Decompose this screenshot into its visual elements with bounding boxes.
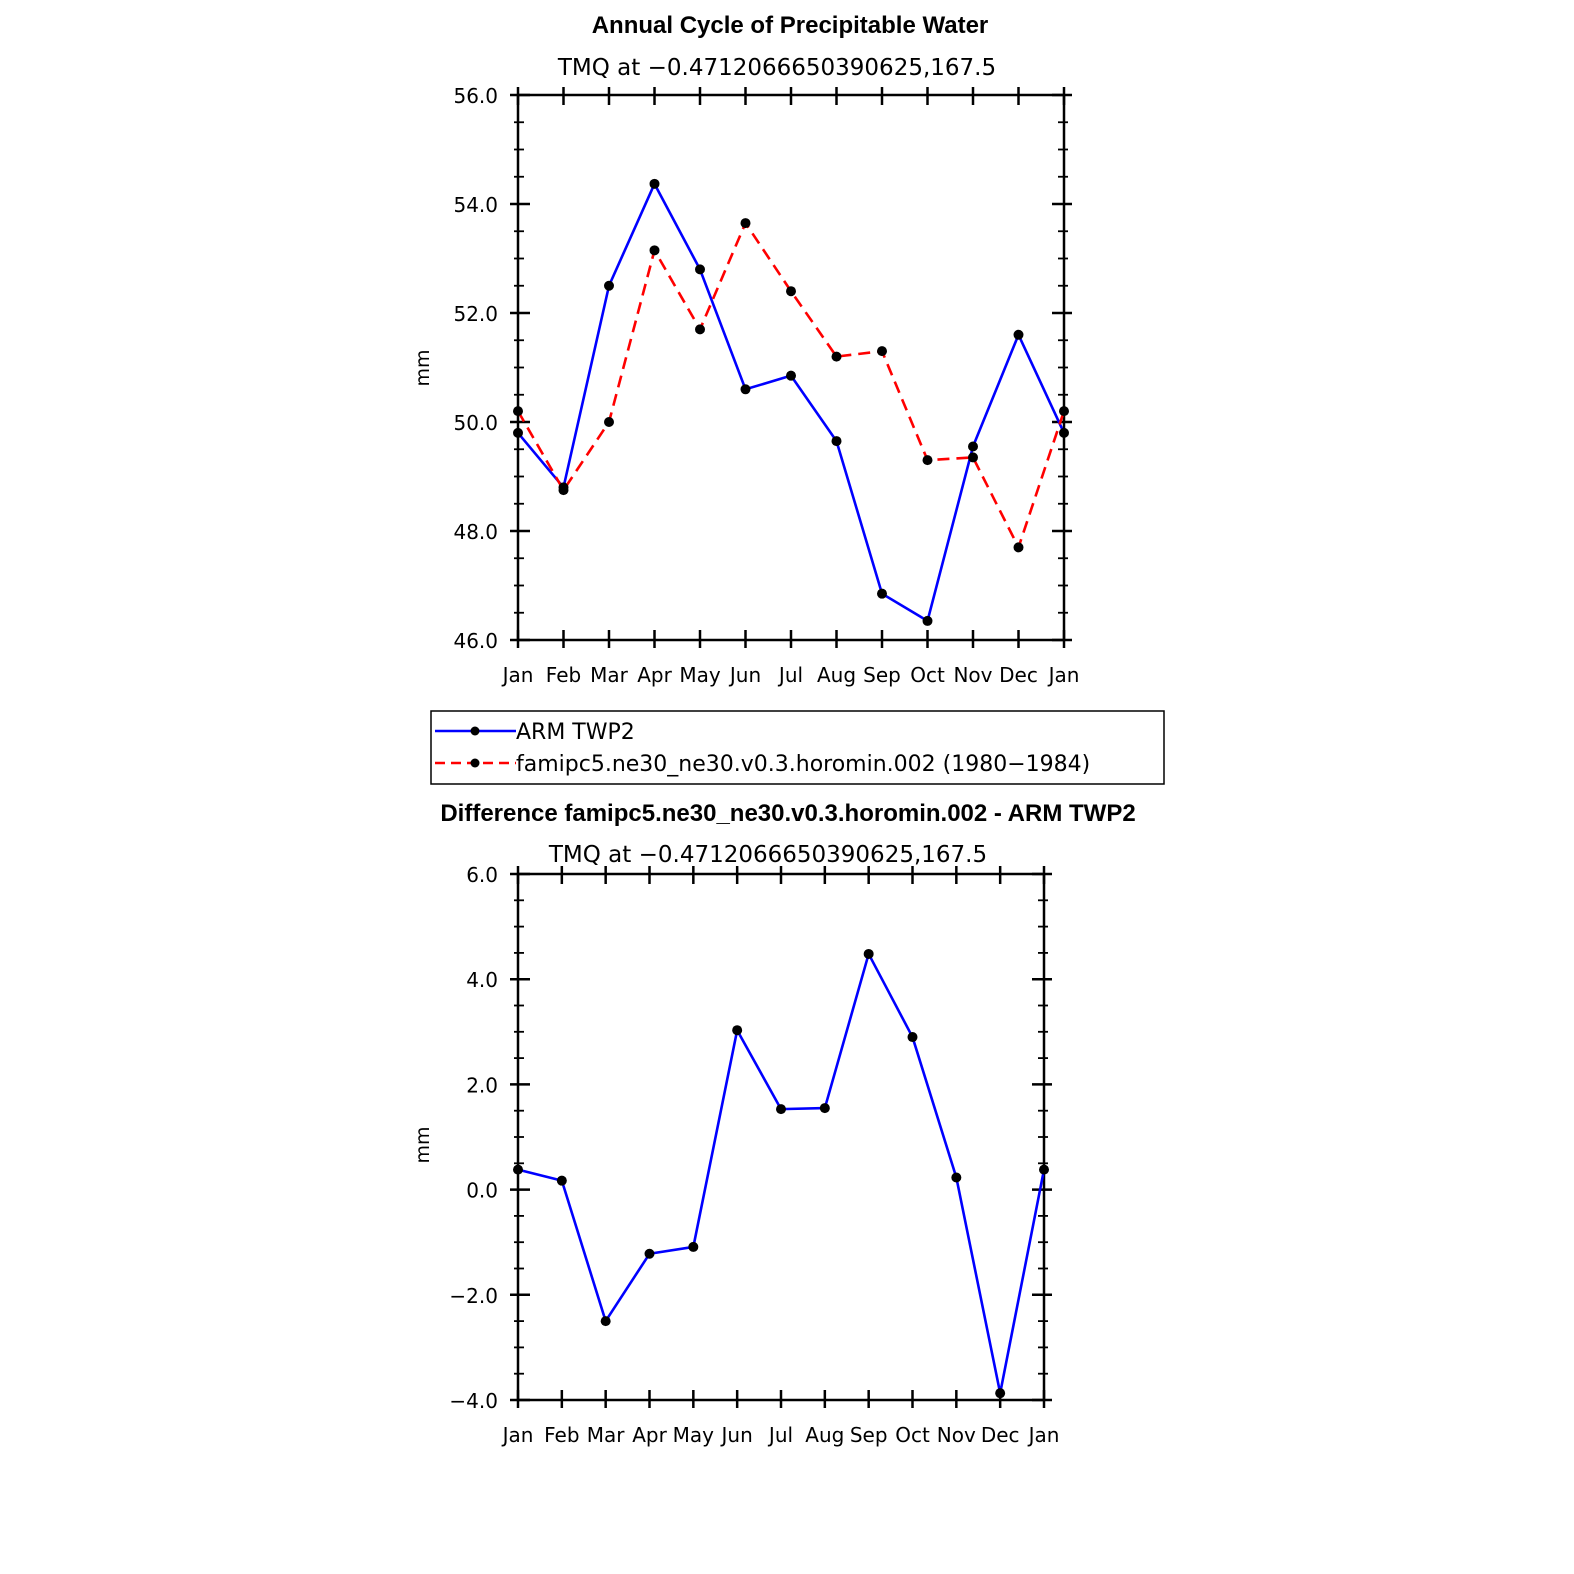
top-chart-xtick-label: Sep	[863, 663, 901, 687]
top-chart-series-0-point	[604, 280, 614, 291]
top-chart-series-0-point	[513, 427, 523, 438]
top-chart-series-0-point	[695, 264, 705, 275]
bottom-chart-series-0-point	[907, 1032, 918, 1043]
bottom-chart-frame	[516, 872, 1046, 1402]
bottom-chart-series-0-point	[732, 1025, 743, 1036]
bottom-chart-ytick-label: 2.0	[466, 1073, 498, 1097]
bottom-chart-xtick-label: Dec	[981, 1423, 1020, 1447]
top-chart-series-1-point	[695, 324, 705, 335]
top-chart-subtitle: TMQ at −0.4712066650390625,167.5	[557, 55, 996, 81]
top-chart-series-1-point	[877, 346, 887, 357]
bottom-chart-series-0-point	[1039, 1164, 1049, 1175]
top-chart-xtick-label: Feb	[546, 663, 581, 687]
top-chart-series-1-point	[922, 455, 933, 466]
top-chart-series-1-point	[968, 452, 978, 463]
top-chart-xtick-label: May	[679, 663, 721, 687]
top-chart-series-1-point	[558, 485, 569, 496]
top-chart-series-0-point	[968, 441, 978, 452]
top-chart-ytick-label: 48.0	[453, 520, 498, 544]
bottom-chart-series-0-point	[556, 1175, 567, 1186]
top-chart-xtick-label: Mar	[590, 663, 629, 687]
bottom-chart-title: Difference famipc5.ne30_ne30.v0.3.horomi…	[440, 800, 1135, 827]
bottom-chart-ylabel: mm	[412, 1126, 434, 1163]
bottom-chart-xtick-label: Aug	[805, 1423, 844, 1447]
bottom-chart-xtick-label: Sep	[850, 1423, 888, 1447]
top-chart-series-0-point	[786, 370, 796, 381]
top-chart-series-0-point	[1059, 427, 1069, 438]
top-chart-ytick-label: 56.0	[453, 84, 498, 108]
top-chart-ytick-label: 46.0	[453, 629, 498, 653]
bottom-chart-series-0-point	[995, 1388, 1006, 1399]
legend-label-arm: ARM TWP2	[516, 720, 635, 745]
top-chart-series-line-1	[516, 221, 1066, 549]
bottom-chart-series-0-point	[863, 948, 874, 959]
top-chart-xtick-label: Jan	[501, 663, 534, 687]
bottom-chart-series-0-point	[688, 1241, 699, 1252]
bottom-chart-axes: Jan Feb Mar Apr May Jun Jul Aug Sep Oct Nov Dec Jan−…	[449, 863, 1059, 1447]
top-chart-series-1-point	[786, 286, 796, 297]
bottom-chart-series-0-point	[513, 1164, 523, 1175]
top-chart-title: Annual Cycle of Precipitable Water	[592, 12, 989, 39]
top-chart-xtick-label: Apr	[637, 663, 672, 687]
bottom-chart-xtick-label: Feb	[544, 1423, 579, 1447]
top-chart-series-0-point	[740, 384, 751, 395]
top-chart-series-0-point	[877, 588, 887, 599]
top-chart-xtick-label: Dec	[999, 663, 1038, 687]
bottom-chart-subtitle: TMQ at −0.4712066650390625,167.5	[548, 842, 987, 868]
top-chart-series-1-point	[1059, 406, 1069, 417]
legend-label-model: famipc5.ne30_ne30.v0.3.horomin.002 (1980…	[516, 752, 1090, 777]
top-chart-ytick-label: 50.0	[453, 411, 498, 435]
bottom-chart-xtick-label: Apr	[632, 1423, 667, 1447]
bottom-chart-series-line-0	[517, 952, 1046, 1395]
legend-marker-arm	[470, 726, 480, 736]
bottom-chart-xtick-label: May	[673, 1423, 715, 1447]
bottom-chart-xtick-label: Jul	[767, 1423, 793, 1447]
top-chart-axes: Jan Feb Mar Apr May Jun Jul Aug Sep Oct Nov Dec Jan4…	[453, 84, 1079, 687]
top-chart-series-1-point	[740, 218, 751, 229]
top-chart-series-1-point	[1013, 542, 1024, 553]
top-chart-xtick-label: Aug	[817, 663, 856, 687]
bottom-chart-plot	[513, 948, 1049, 1399]
bottom-chart-xtick-label: Jan	[1027, 1423, 1060, 1447]
top-chart-frame	[516, 93, 1066, 642]
bottom-chart-ytick-label: 6.0	[466, 863, 498, 887]
bottom-chart-xtick-label: Jun	[720, 1423, 753, 1447]
legend-marker-model	[470, 758, 480, 768]
bottom-chart-xtick-label: Nov	[937, 1423, 976, 1447]
bottom-chart-series-0-point	[776, 1104, 786, 1115]
bottom-chart-xtick-label: Mar	[587, 1423, 626, 1447]
top-chart-xtick-label: Nov	[953, 663, 992, 687]
top-chart-series-0-point	[649, 178, 660, 189]
bottom-chart-xtick-label: Oct	[895, 1423, 930, 1447]
bottom-chart-ytick-label: 0.0	[466, 1179, 498, 1203]
top-chart-series-0-point	[831, 436, 842, 447]
top-chart-series-0-point	[922, 615, 933, 626]
bottom-chart-series-0-point	[819, 1103, 830, 1114]
top-chart-series-1-point	[513, 406, 523, 417]
top-chart-series-line-0	[517, 182, 1066, 623]
bottom-chart-ytick-label: −2.0	[449, 1284, 498, 1308]
bottom-chart-series-0-point	[600, 1316, 611, 1327]
top-chart-ytick-label: 54.0	[453, 193, 498, 217]
bottom-chart-ytick-label: −4.0	[449, 1389, 498, 1413]
bottom-chart-series-0-point	[951, 1172, 962, 1183]
top-chart-series-0-point	[1013, 329, 1024, 340]
top-chart-series-1-point	[649, 245, 660, 256]
top-chart-ytick-label: 52.0	[453, 302, 498, 326]
top-chart-series-1-point	[604, 417, 614, 427]
top-chart-xtick-label: Oct	[910, 663, 945, 687]
top-chart-series-1-point	[831, 351, 842, 362]
top-chart-xtick-label: Jul	[777, 663, 803, 687]
bottom-chart-xtick-label: Jan	[501, 1423, 534, 1447]
top-chart-ylabel: mm	[412, 349, 434, 386]
top-chart-xtick-label: Jan	[1047, 663, 1080, 687]
bottom-chart-series-0-point	[644, 1248, 655, 1259]
top-chart-xtick-label: Jun	[728, 663, 761, 687]
top-chart-plot	[513, 178, 1069, 626]
legend: ARM TWP2 famipc5.ne30_ne30.v0.3.horomin.…	[430, 710, 1165, 785]
bottom-chart-ytick-label: 4.0	[466, 968, 498, 992]
legend-box	[430, 710, 1165, 785]
